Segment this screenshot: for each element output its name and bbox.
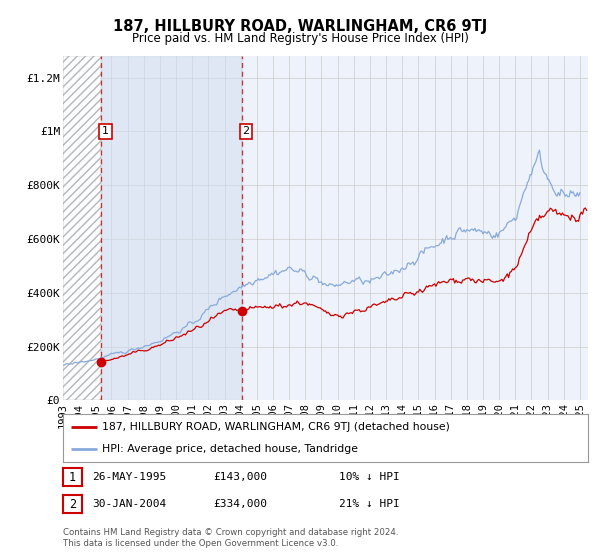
Text: 187, HILLBURY ROAD, WARLINGHAM, CR6 9TJ: 187, HILLBURY ROAD, WARLINGHAM, CR6 9TJ bbox=[113, 19, 487, 34]
Bar bbox=[101, 56, 242, 400]
Text: £334,000: £334,000 bbox=[213, 499, 267, 509]
Text: 26-MAY-1995: 26-MAY-1995 bbox=[92, 472, 166, 482]
Text: 2: 2 bbox=[69, 497, 76, 511]
Text: 1: 1 bbox=[69, 470, 76, 484]
Text: 30-JAN-2004: 30-JAN-2004 bbox=[92, 499, 166, 509]
Text: 187, HILLBURY ROAD, WARLINGHAM, CR6 9TJ (detached house): 187, HILLBURY ROAD, WARLINGHAM, CR6 9TJ … bbox=[103, 422, 450, 432]
Text: 10% ↓ HPI: 10% ↓ HPI bbox=[339, 472, 400, 482]
Text: Price paid vs. HM Land Registry's House Price Index (HPI): Price paid vs. HM Land Registry's House … bbox=[131, 32, 469, 45]
Text: 21% ↓ HPI: 21% ↓ HPI bbox=[339, 499, 400, 509]
Text: £143,000: £143,000 bbox=[213, 472, 267, 482]
Text: Contains HM Land Registry data © Crown copyright and database right 2024.
This d: Contains HM Land Registry data © Crown c… bbox=[63, 528, 398, 548]
Text: HPI: Average price, detached house, Tandridge: HPI: Average price, detached house, Tand… bbox=[103, 444, 358, 454]
Text: 1: 1 bbox=[102, 127, 109, 136]
Text: 2: 2 bbox=[242, 127, 250, 136]
